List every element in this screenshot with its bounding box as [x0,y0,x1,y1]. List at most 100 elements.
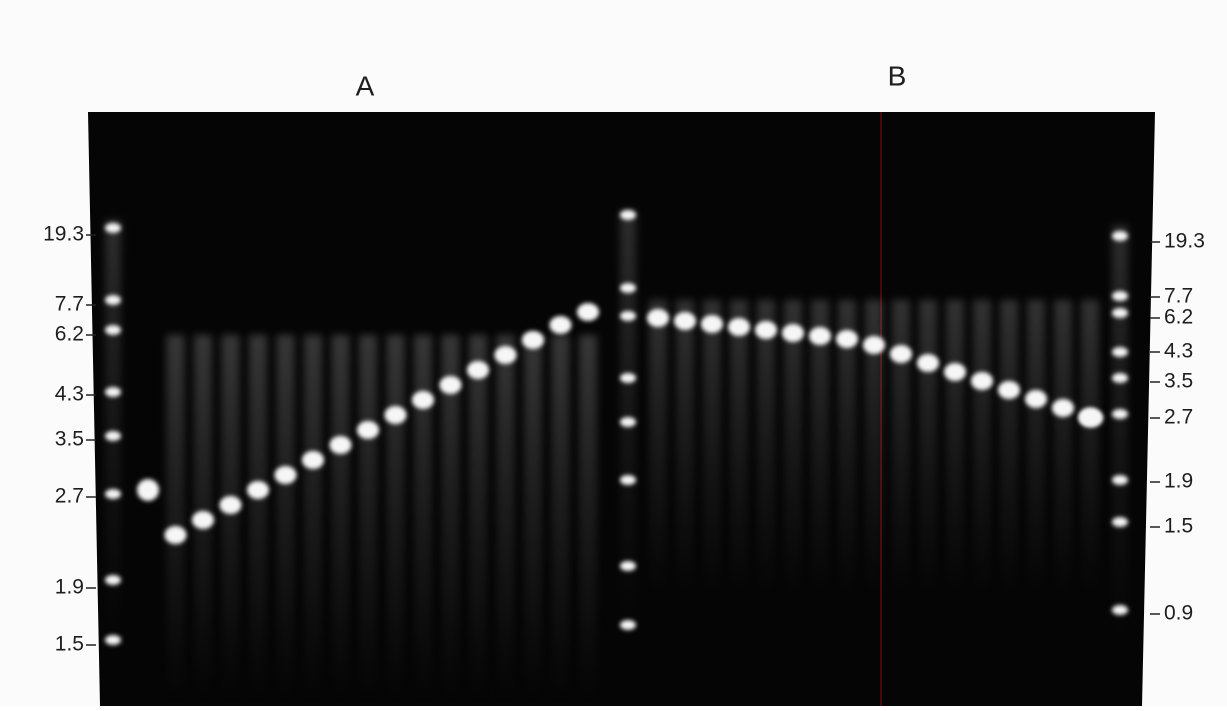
lane-smear [249,335,267,705]
ladder-band [1112,373,1128,383]
sample-band [165,526,187,544]
sample-band [782,324,804,342]
lane-smear [277,335,295,705]
lane-smear [703,300,721,600]
sample-band [467,361,489,379]
sample-band [550,316,572,334]
sample-band [1079,409,1103,427]
lane-smear [469,335,487,705]
lane-smear [946,300,964,600]
sample-band [440,376,462,394]
lane-smear [676,300,694,600]
lane-smear [1081,300,1099,600]
marker-label: 1.9 [55,576,84,599]
sample-band [809,327,831,345]
marker-label: 6.2 [55,323,84,346]
lane-smear [222,335,240,705]
sample-band [971,372,993,390]
sample-band [647,309,669,327]
ladder-band [620,475,636,485]
sample-band [495,346,517,364]
ladder-band [620,620,636,630]
marker-label: 2.7 [1164,406,1193,429]
ladder-band [1112,475,1128,485]
sample-band [674,312,696,330]
panel-label: B [888,60,907,91]
marker-label: 1.5 [55,633,84,656]
lane-smear [524,335,542,705]
lane-smear [552,335,570,705]
ladder-band [620,210,636,220]
sample-band [755,321,777,339]
sample-band [522,331,544,349]
sample-band [330,436,352,454]
lane-smear [359,335,377,705]
lane-smear [167,335,185,705]
marker-label: 4.3 [1164,340,1193,363]
ladder-band [105,431,121,441]
ladder-band [620,561,636,571]
marker-label: 19.3 [1164,230,1205,253]
lane-smear [649,300,667,600]
sample-band [1025,390,1047,408]
sample-band [1052,399,1074,417]
sample-band [137,479,159,501]
ladder-band [105,387,121,397]
marker-label: 3.5 [1164,370,1193,393]
sample-band [944,363,966,381]
sample-band [836,330,858,348]
ladder-band [620,311,636,321]
lane-smear [973,300,991,600]
ladder-band [1112,231,1128,241]
lane-smear [1027,300,1045,600]
sample-band [890,345,912,363]
ladder-band [1112,409,1128,419]
ladder-band [1112,308,1128,318]
ladder-band [620,373,636,383]
marker-label: 3.5 [55,428,84,451]
ladder-band [1112,291,1128,301]
gel-figure: A B 19.37.76.24.33.52.71.91.519.37.76.24… [0,0,1227,706]
lane-smear [497,335,515,705]
lane-smear [757,300,775,600]
ladder-band [105,325,121,335]
marker-label: 7.7 [55,293,84,316]
ladder-band [620,417,636,427]
ladder-band [105,575,121,585]
sample-band [998,381,1020,399]
sample-band [412,391,434,409]
ladder-band [105,295,121,305]
ladder-band [105,489,121,499]
ladder-band [1112,347,1128,357]
lane-smear [730,300,748,600]
lane-smear [784,300,802,600]
sample-band [357,421,379,439]
sample-band [577,303,599,321]
lane-smear [579,335,597,705]
sample-band [302,451,324,469]
lane-smear [414,335,432,705]
sample-band [247,481,269,499]
lane-smear [919,300,937,600]
sample-band [701,315,723,333]
lane-smear [387,335,405,705]
marker-label: 19.3 [43,223,84,246]
panel-label: A [356,70,375,101]
sample-band [275,466,297,484]
ladder-band [620,283,636,293]
ladder-band [105,223,121,233]
lane-smear [304,335,322,705]
lane-smear [1000,300,1018,600]
sample-band [385,406,407,424]
ladder-smear [1112,225,1128,645]
marker-label: 7.7 [1164,285,1193,308]
ladder-band [1112,605,1128,615]
lane-smear [1054,300,1072,600]
marker-label: 0.9 [1164,602,1193,625]
ladder-band [1112,517,1128,527]
marker-label: 1.9 [1164,470,1193,493]
lane-smear [332,335,350,705]
marker-label: 2.7 [55,485,84,508]
sample-band [728,318,750,336]
marker-label: 4.3 [55,383,84,406]
